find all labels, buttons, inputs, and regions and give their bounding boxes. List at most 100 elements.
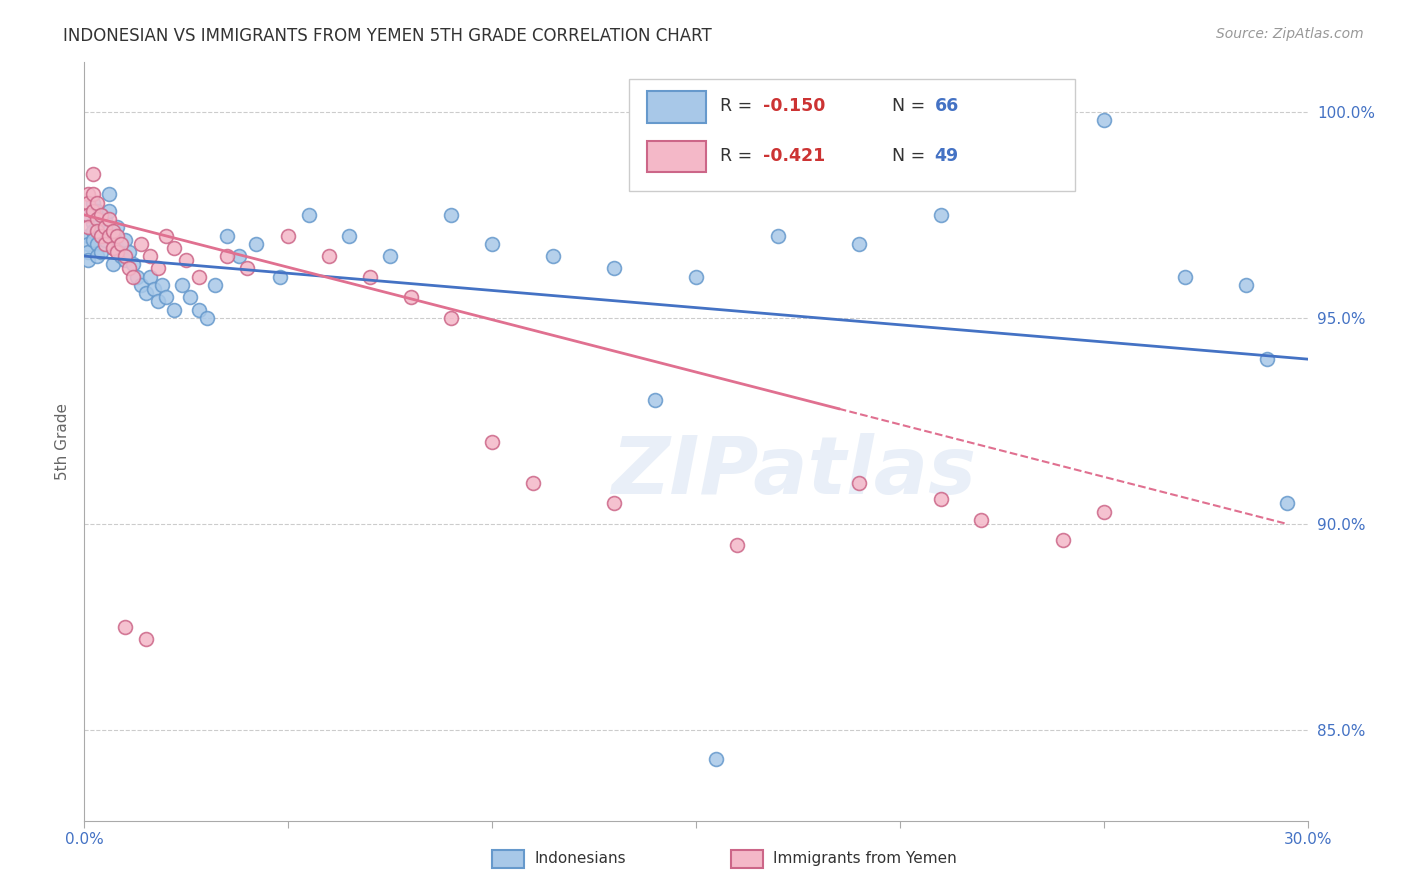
Point [929, 208, 952, 222]
Point [77, 228, 100, 243]
Point [90, 208, 112, 222]
Point [142, 282, 165, 296]
Point [1052, 533, 1074, 548]
Point [150, 277, 173, 292]
Text: N =: N = [891, 97, 931, 115]
FancyBboxPatch shape [647, 91, 706, 123]
Text: 49: 49 [935, 146, 959, 165]
Point [114, 233, 136, 247]
Point [86, 195, 108, 210]
Point [90, 228, 112, 243]
Point [77, 195, 100, 210]
Point [77, 220, 100, 235]
Point [380, 249, 402, 263]
Point [155, 290, 177, 304]
Point [86, 249, 108, 263]
Point [146, 294, 169, 309]
Point [204, 277, 226, 292]
Text: INDONESIAN VS IMMIGRANTS FROM YEMEN 5TH GRADE CORRELATION CHART: INDONESIAN VS IMMIGRANTS FROM YEMEN 5TH … [63, 27, 711, 45]
Point [82, 224, 104, 238]
Y-axis label: 5th Grade: 5th Grade [55, 403, 70, 480]
Point [105, 220, 128, 235]
FancyBboxPatch shape [647, 141, 706, 172]
Point [245, 236, 267, 251]
Point [101, 224, 124, 238]
Point [848, 475, 870, 490]
Point [929, 492, 952, 507]
Point [77, 253, 100, 268]
Point [131, 277, 153, 292]
Point [86, 212, 108, 227]
Text: Source: ZipAtlas.com: Source: ZipAtlas.com [1216, 27, 1364, 41]
Point [93, 233, 115, 247]
Text: 66: 66 [935, 97, 959, 115]
Point [135, 632, 157, 647]
Point [90, 208, 112, 222]
Point [706, 752, 728, 766]
Text: R =: R = [720, 97, 758, 115]
Point [97, 224, 120, 238]
Point [110, 236, 132, 251]
Point [101, 241, 124, 255]
Point [603, 496, 626, 510]
Point [228, 249, 250, 263]
Point [86, 203, 108, 218]
Point [440, 208, 463, 222]
Point [77, 208, 100, 222]
Point [163, 302, 186, 317]
Point [848, 236, 870, 251]
Point [174, 253, 197, 268]
Point [86, 220, 108, 235]
Point [97, 203, 120, 218]
Point [90, 228, 112, 243]
Point [155, 228, 177, 243]
Point [122, 269, 145, 284]
Point [82, 216, 104, 230]
Point [138, 249, 160, 263]
Point [77, 236, 100, 251]
Point [93, 212, 115, 227]
Point [118, 261, 141, 276]
Point [725, 537, 748, 551]
Point [1236, 277, 1258, 292]
Point [172, 277, 194, 292]
Point [127, 269, 149, 284]
Point [1277, 496, 1299, 510]
Point [82, 195, 104, 210]
Point [86, 224, 108, 238]
Point [685, 269, 707, 284]
Point [187, 269, 209, 284]
Point [138, 269, 160, 284]
Point [93, 220, 115, 235]
Point [644, 393, 666, 408]
Point [114, 620, 136, 634]
Point [339, 228, 361, 243]
Point [82, 167, 104, 181]
Point [481, 236, 503, 251]
Point [101, 257, 124, 271]
Point [1174, 269, 1197, 284]
Point [970, 513, 993, 527]
Point [82, 203, 104, 218]
Point [82, 233, 104, 247]
Point [1092, 113, 1115, 128]
FancyBboxPatch shape [628, 79, 1076, 191]
Point [766, 228, 789, 243]
Point [277, 228, 299, 243]
Point [318, 249, 340, 263]
Bar [492, 850, 524, 868]
Point [101, 241, 124, 255]
Point [110, 249, 132, 263]
Point [105, 245, 128, 260]
Point [481, 434, 503, 449]
Point [97, 212, 120, 227]
Point [77, 245, 100, 260]
Point [90, 245, 112, 260]
Text: -0.150: -0.150 [763, 97, 825, 115]
Point [97, 228, 120, 243]
Bar [731, 850, 763, 868]
Point [399, 290, 422, 304]
Point [122, 257, 145, 271]
Point [105, 241, 128, 255]
Point [146, 261, 169, 276]
